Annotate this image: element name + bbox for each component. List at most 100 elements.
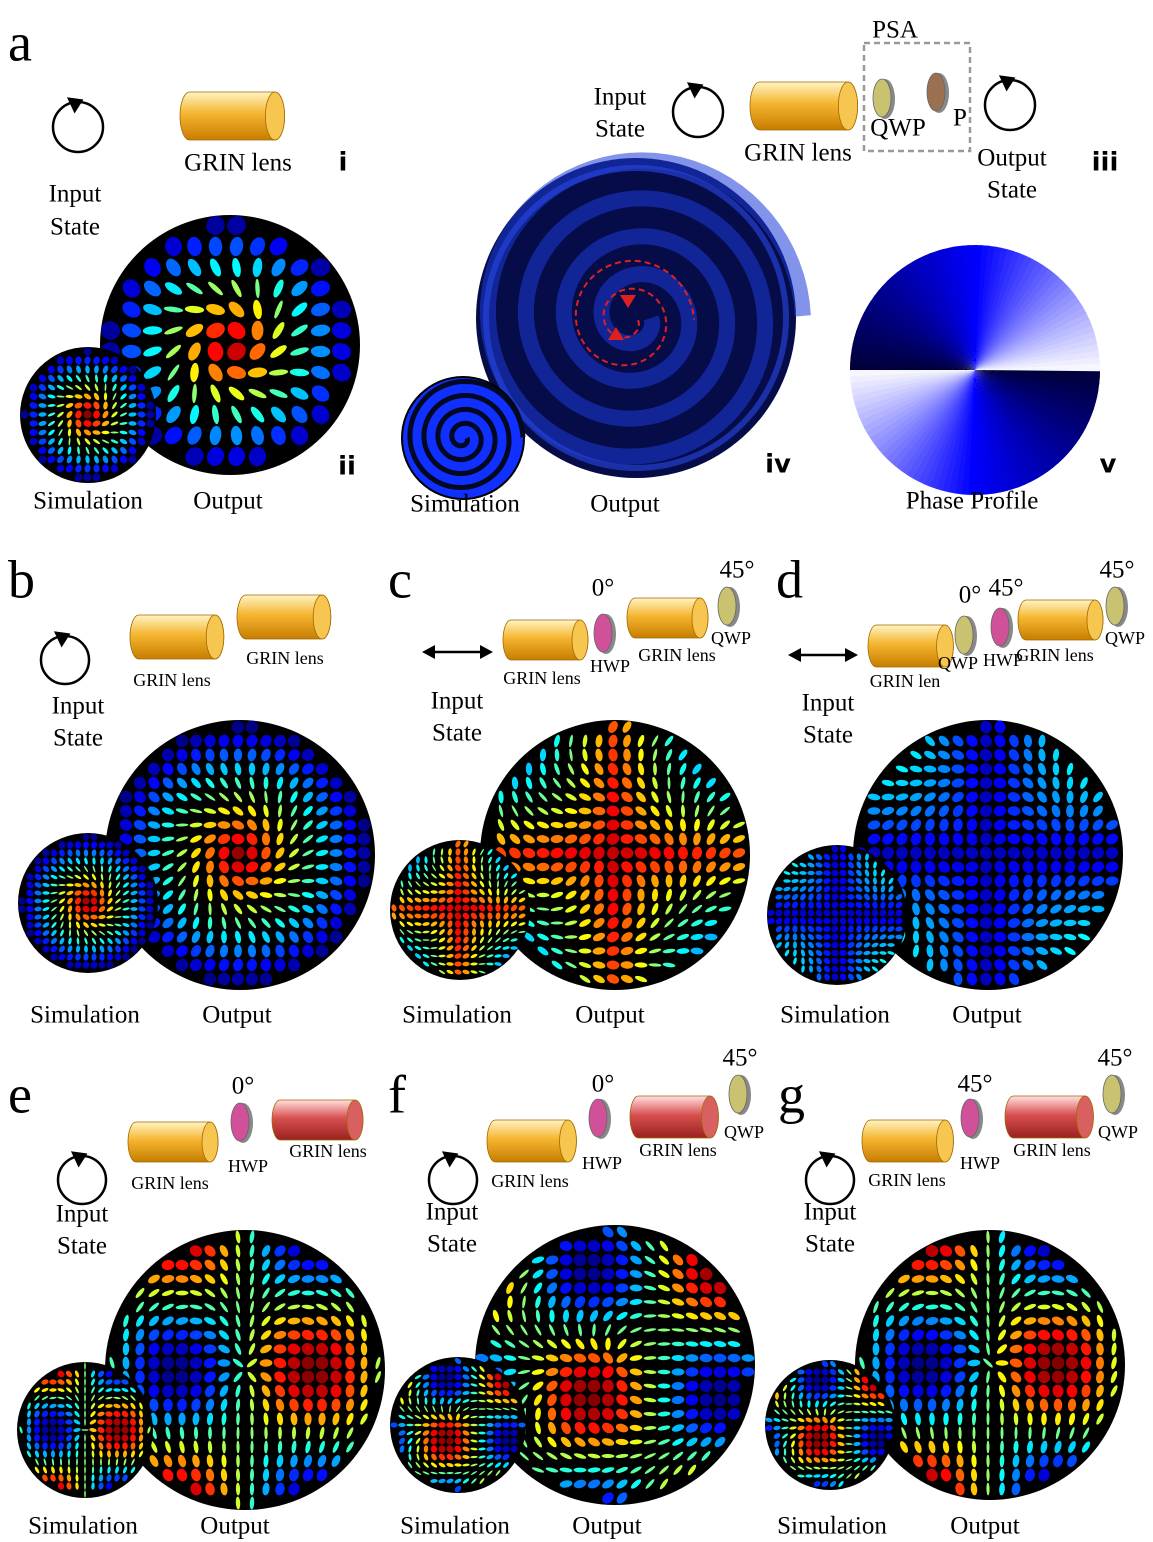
polarization-ellipse: [462, 1423, 469, 1427]
angle-label: 45°: [723, 1045, 758, 1072]
lens-end: [1077, 1096, 1094, 1138]
label: Simulation: [30, 1002, 140, 1029]
polarization-ellipse: [84, 1418, 86, 1425]
polarization-ellipse: [486, 1423, 493, 1427]
label: State: [427, 1231, 477, 1258]
polarization-ellipse: [84, 1466, 86, 1473]
polarization-ellipse: [84, 1482, 86, 1489]
component-label: GRIN lens: [131, 1173, 209, 1193]
polarization-ellipse: [84, 1490, 86, 1497]
polarization-ellipse: [26, 929, 33, 936]
label: State: [57, 1233, 107, 1260]
plate: [873, 79, 891, 117]
component-label: GRIN lens: [491, 1171, 569, 1191]
polarization-ellipse: [438, 1422, 445, 1428]
label: State: [987, 177, 1037, 204]
polarization-ellipse: [1022, 933, 1035, 941]
polarization-ellipse: [822, 1432, 829, 1439]
polarization-ellipse: [913, 931, 919, 944]
panel-letter: f: [388, 1064, 406, 1124]
polarization-ellipse: [345, 1371, 355, 1384]
polarization-ellipse: [84, 1474, 86, 1481]
polarization-ellipse: [65, 1419, 72, 1424]
plate: [1103, 1075, 1121, 1113]
label: Input: [802, 690, 855, 717]
label: State: [432, 720, 482, 747]
polarization-ellipse: [510, 1422, 517, 1428]
component-label: QWP: [1105, 628, 1145, 648]
label: Input: [426, 1199, 479, 1226]
polarization-ellipse: [84, 1458, 86, 1465]
polarization-ellipse: [69, 921, 71, 928]
label: Simulation: [33, 488, 143, 515]
angle-label: 45°: [958, 1071, 993, 1098]
angle-label: 45°: [1100, 557, 1135, 584]
polarization-ellipse: [68, 1458, 70, 1465]
polarization-ellipse: [1001, 1427, 1004, 1440]
label: QWP: [870, 115, 926, 142]
arrow-head: [422, 645, 435, 659]
figure: aInputStateGRIN lensiiiSimulationOutputI…: [0, 0, 1153, 1542]
polarization-ellipse: [537, 893, 550, 897]
lens-end: [347, 1100, 363, 1140]
lens-end: [838, 82, 857, 130]
polarization-ellipse: [84, 1410, 86, 1417]
component-label: GRIN lens: [133, 670, 211, 690]
component-label: GRIN len: [870, 671, 941, 691]
polarization-ellipse: [59, 841, 66, 848]
angle-label: 45°: [1098, 1045, 1133, 1072]
component-label: GRIN lens: [868, 1170, 946, 1190]
polarization-ellipse: [980, 777, 993, 789]
panel-index: i: [339, 148, 348, 178]
circular-polarization: [673, 87, 723, 137]
label: State: [53, 725, 103, 752]
polarization-ellipse: [478, 1408, 485, 1410]
label: Output: [950, 1513, 1020, 1540]
component-label: GRIN lens: [639, 1140, 717, 1160]
polarization-ellipse: [1066, 805, 1074, 818]
label: Output: [193, 488, 263, 515]
plate: [927, 73, 945, 111]
polarization-ellipse: [422, 1423, 429, 1427]
polarization-ellipse: [398, 1423, 405, 1427]
circular-polarization: [41, 636, 89, 684]
plate: [718, 587, 736, 625]
polarization-ellipse: [97, 1419, 104, 1424]
lens-end: [206, 615, 224, 659]
plate: [961, 1099, 979, 1137]
label: Input: [49, 181, 102, 208]
polarization-ellipse: [899, 1385, 909, 1398]
label: Input: [52, 693, 105, 720]
polarization-ellipse: [84, 1394, 86, 1401]
polarization-ellipse: [406, 1424, 413, 1427]
polarization-ellipse: [34, 1434, 40, 1441]
polarization-ellipse: [100, 1458, 102, 1465]
polarization-ellipse: [208, 1427, 212, 1440]
circular-polarization: [806, 1156, 854, 1204]
polarization-ellipse: [130, 1434, 136, 1441]
polarization-ellipse: [784, 1448, 786, 1455]
plate: [991, 608, 1009, 646]
component-label: GRIN lens: [503, 668, 581, 688]
angle-label: 45°: [989, 575, 1024, 602]
lens-end: [265, 92, 284, 140]
polarization-ellipse: [84, 1402, 86, 1409]
polarization-ellipse: [446, 1422, 453, 1428]
polarization-ellipse: [805, 1474, 812, 1477]
label: Output: [977, 145, 1047, 172]
component-label: GRIN lens: [1016, 645, 1094, 665]
angle-label: 0°: [592, 575, 615, 602]
component-label: GRIN lens: [638, 645, 716, 665]
panel-letter: b: [8, 549, 35, 609]
polarization-ellipse: [872, 909, 879, 916]
polarization-ellipse: [987, 1441, 990, 1454]
angle-label: 0°: [232, 1073, 255, 1100]
polarization-ellipse: [84, 1386, 86, 1393]
label: Simulation: [402, 1002, 512, 1029]
polarization-ellipse: [430, 1423, 437, 1428]
label: Output: [952, 1002, 1022, 1029]
component-label: QWP: [711, 628, 751, 648]
polarization-ellipse: [973, 1427, 976, 1440]
polarization-ellipse: [853, 1426, 860, 1430]
component-label: GRIN lens: [289, 1141, 367, 1161]
